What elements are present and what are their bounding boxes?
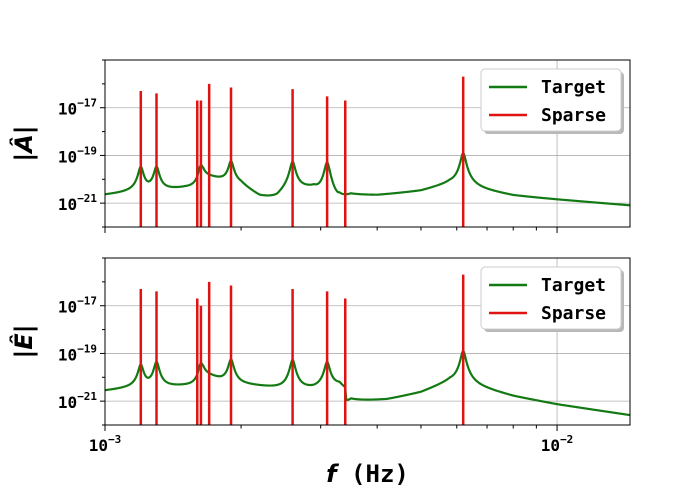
series-target-line [105,350,630,417]
plot-area-E [105,274,630,425]
y-tick-label: 10−17 [58,97,97,119]
x-tick-label-base: 10 [541,436,560,455]
x-axis-label-unit: (Hz) [337,460,409,488]
x-axis-label-variable: f [326,460,339,488]
y-tick-label-base: 10 [58,393,77,412]
y-tick-label-exponent: −17 [77,295,97,308]
y-axis-label-E: |Ê| [8,325,38,359]
x-axis-label: f (Hz) [326,460,409,488]
x-tick-label-exponent: −3 [108,433,121,446]
plot-frame-E [104,257,631,426]
y-tick-label-exponent: −21 [77,192,97,205]
y-tick-label-exponent: −17 [77,97,97,110]
y-tick-label-exponent: −19 [77,342,97,355]
y-tick-label-base: 10 [58,100,77,119]
y-tick-label-exponent: −19 [77,144,97,157]
legend-label-sparse: Sparse [541,105,606,126]
y-tick-label: 10−21 [58,390,98,412]
x-tick-label: 10−3 [89,433,122,455]
legend-E: Target Sparse [480,266,624,332]
y-tick-label: 10−19 [58,144,97,166]
y-tick-label: 10−19 [58,342,97,364]
y-axis-label-A: |Â| [8,125,38,161]
x-tick-label: 10−2 [541,433,574,455]
legend-label-target: Target [541,275,606,296]
x-tick-label-base: 10 [89,436,108,455]
y-tick-label-base: 10 [58,195,77,214]
plot-area-A [105,76,630,227]
legend-label-target: Target [541,77,606,98]
plot-frame-A [104,59,631,228]
series-target-line [105,152,630,207]
x-tick-label-exponent: −2 [560,433,573,446]
y-tick-label-exponent: −21 [77,390,97,403]
y-tick-label-base: 10 [58,298,77,317]
y-tick-label: 10−21 [58,192,98,214]
y-tick-label: 10−17 [58,295,97,317]
y-tick-label-base: 10 [58,345,77,364]
y-tick-label-base: 10 [58,147,77,166]
legend-A: Target Sparse [480,68,624,134]
legend-label-sparse: Sparse [541,303,606,324]
